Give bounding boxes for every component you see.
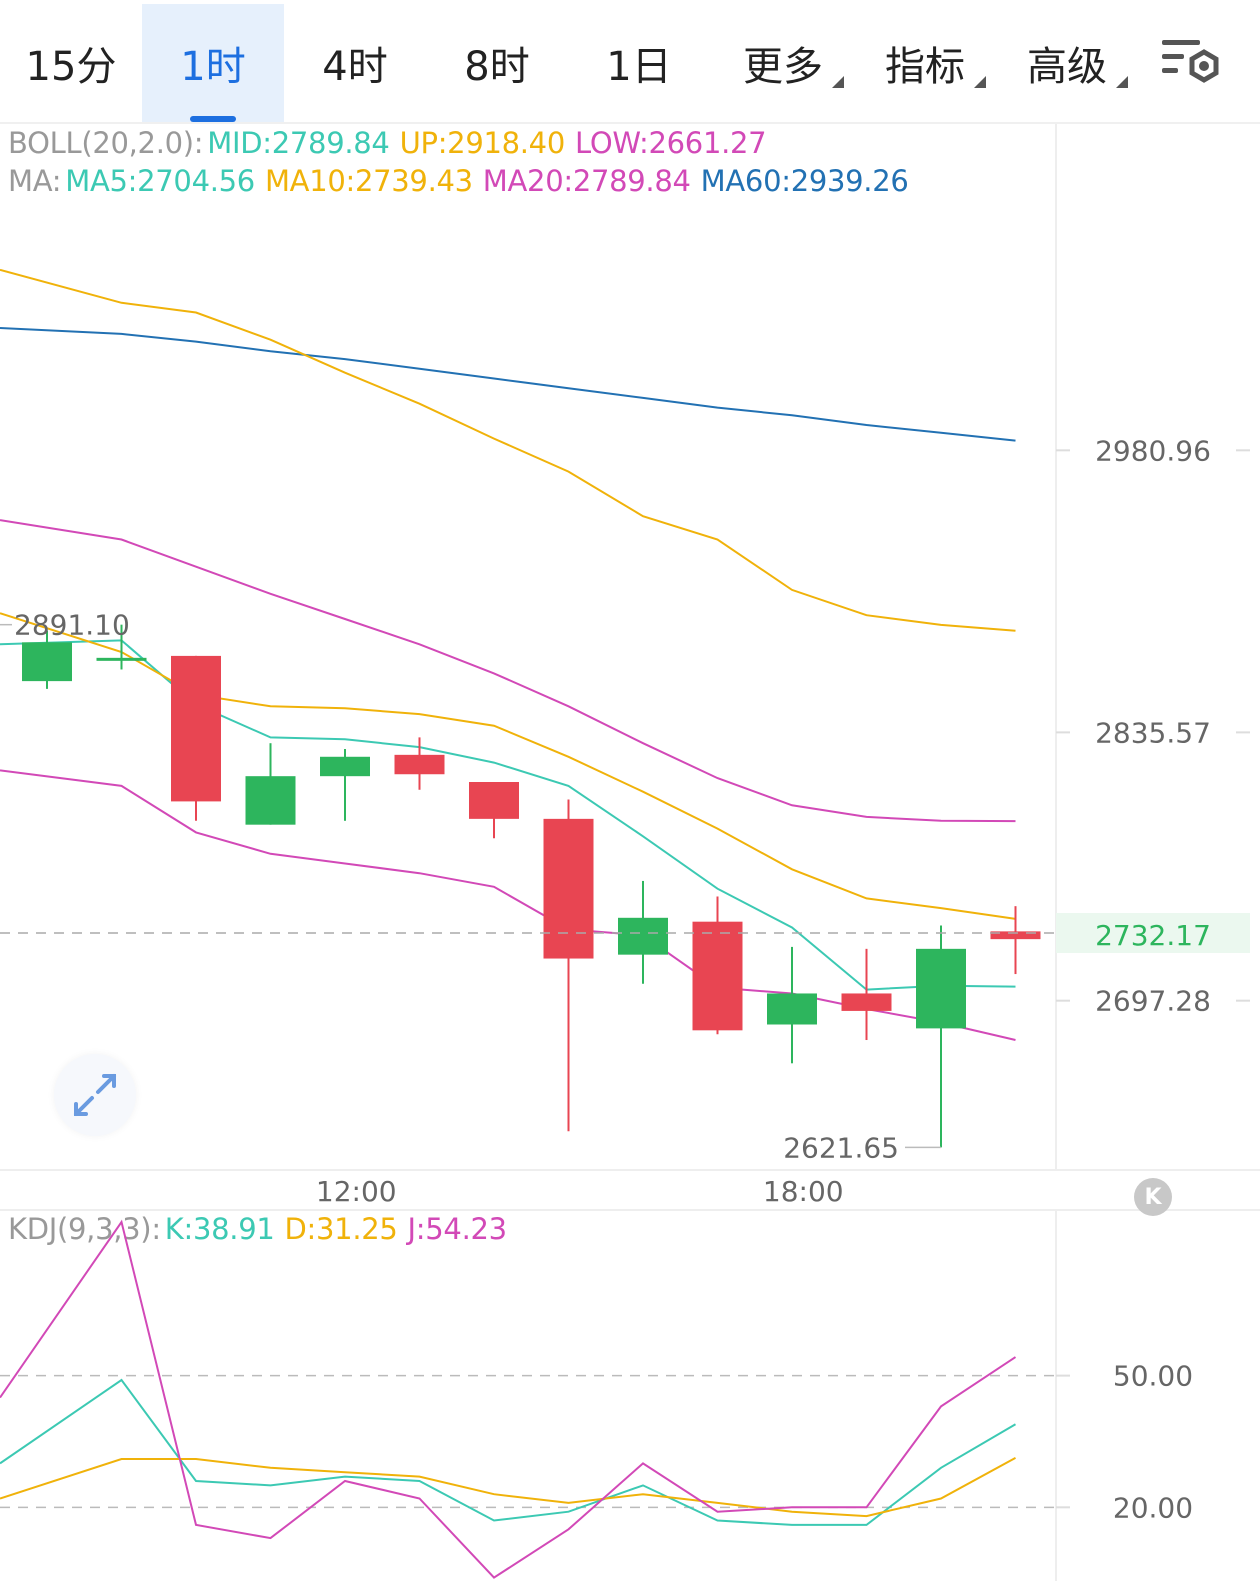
tab-15min[interactable]: 15分 — [0, 4, 142, 122]
price-axis-label: 2980.96 — [1095, 434, 1211, 467]
boll-low-value: LOW:2661.27 — [575, 126, 767, 160]
tab-label: 15分 — [25, 44, 117, 90]
min-price-label: 2621.65 — [783, 1131, 899, 1164]
candle-body — [22, 642, 72, 682]
current-price-label: 2732.17 — [1095, 919, 1211, 952]
dropdown-caret-icon — [974, 76, 986, 88]
tab-label: 高级 — [1027, 44, 1107, 90]
tab-label: 指标 — [885, 44, 965, 90]
kdj-axis-label: 50.00 — [1113, 1360, 1193, 1393]
candle-body — [841, 993, 892, 1011]
candle-body — [394, 754, 445, 775]
ma10-value: MA10:2739.43 — [264, 164, 473, 198]
timeframe-tab-bar: 15分 1时 4时 8时 1日 更多 指标 高级 — [0, 0, 1260, 124]
series-line-ma60 — [0, 327, 1016, 442]
ma-legend-prefix: MA: — [8, 164, 62, 198]
current-price-tag — [1056, 912, 1250, 953]
candle-body — [96, 657, 147, 661]
ma-legend: MA: MA5:2704.56 MA10:2739.43 MA20:2789.84 MA… — [8, 164, 919, 198]
dropdown-caret-icon — [1116, 76, 1128, 88]
max-price-label: 2891.10 — [14, 609, 130, 642]
tab-label: 1时 — [180, 44, 246, 90]
tab-4hour[interactable]: 4时 — [284, 4, 426, 122]
active-tab-indicator — [190, 116, 236, 122]
boll-mid-value: MID:2789.84 — [207, 126, 390, 160]
dropdown-caret-icon — [832, 76, 844, 88]
candle-body — [245, 776, 296, 825]
kdj-axis-label: 20.00 — [1113, 1491, 1193, 1524]
candle-body — [618, 917, 668, 955]
candle-body — [469, 782, 519, 819]
back-to-latest-icon: K — [1144, 1184, 1162, 1210]
time-axis-label: 18:00 — [763, 1175, 844, 1208]
candle-body — [543, 818, 594, 959]
candle-body — [320, 756, 370, 777]
expand-arrows-icon — [74, 1074, 116, 1116]
boll-legend: BOLL(20,2.0): MID:2789.84 UP:2918.40 LOW:26… — [8, 126, 776, 160]
kdj-line-k — [0, 1378, 1017, 1526]
price-axis-label: 2697.28 — [1095, 985, 1211, 1018]
kdj-line-j — [0, 1219, 1017, 1579]
chart-settings-icon — [1162, 40, 1219, 83]
boll-legend-prefix: BOLL(20,2.0): — [8, 126, 204, 160]
kdj-legend-prefix: KDJ(9,3,3): — [8, 1212, 161, 1246]
ma60-value: MA60:2939.26 — [700, 164, 909, 198]
tab-1day[interactable]: 1日 — [568, 4, 710, 122]
kdj-legend: KDJ(9,3,3): K:38.91 D:31.25 J:54.23 — [8, 1212, 517, 1246]
series-line-ma20 — [0, 519, 1016, 823]
tab-label: 1日 — [606, 44, 672, 90]
tab-8hour[interactable]: 8时 — [426, 4, 568, 122]
candle-body — [916, 948, 966, 1029]
kdj-k-value: K:38.91 — [164, 1212, 275, 1246]
time-axis-label: 12:00 — [316, 1175, 397, 1208]
boll-up-value: UP:2918.40 — [399, 126, 566, 160]
candle-body — [692, 921, 743, 1031]
tab-label: 更多 — [743, 44, 823, 90]
candle-body — [990, 931, 1041, 940]
tab-advanced-dropdown[interactable]: 高级 — [1008, 4, 1128, 122]
series-line-up — [0, 268, 1016, 632]
candle-body — [171, 655, 221, 802]
kdj-j-value: J:54.23 — [407, 1212, 508, 1246]
tab-label: 4时 — [322, 44, 388, 90]
tab-indicators-dropdown[interactable]: 指标 — [866, 4, 986, 122]
kdj-line-d — [0, 1457, 1016, 1518]
tab-more-dropdown[interactable]: 更多 — [724, 4, 844, 122]
tab-label: 8时 — [464, 44, 530, 90]
back-to-latest-button[interactable]: K — [1134, 1178, 1172, 1216]
ma20-value: MA20:2789.84 — [482, 164, 691, 198]
ma5-value: MA5:2704.56 — [65, 164, 255, 198]
chart-settings-button[interactable] — [1160, 36, 1224, 92]
tab-1hour[interactable]: 1时 — [142, 4, 284, 122]
candle-body — [767, 993, 817, 1025]
fullscreen-button[interactable] — [54, 1054, 136, 1136]
price-axis-label: 2835.57 — [1095, 716, 1211, 749]
kdj-d-value: D:31.25 — [284, 1212, 398, 1246]
